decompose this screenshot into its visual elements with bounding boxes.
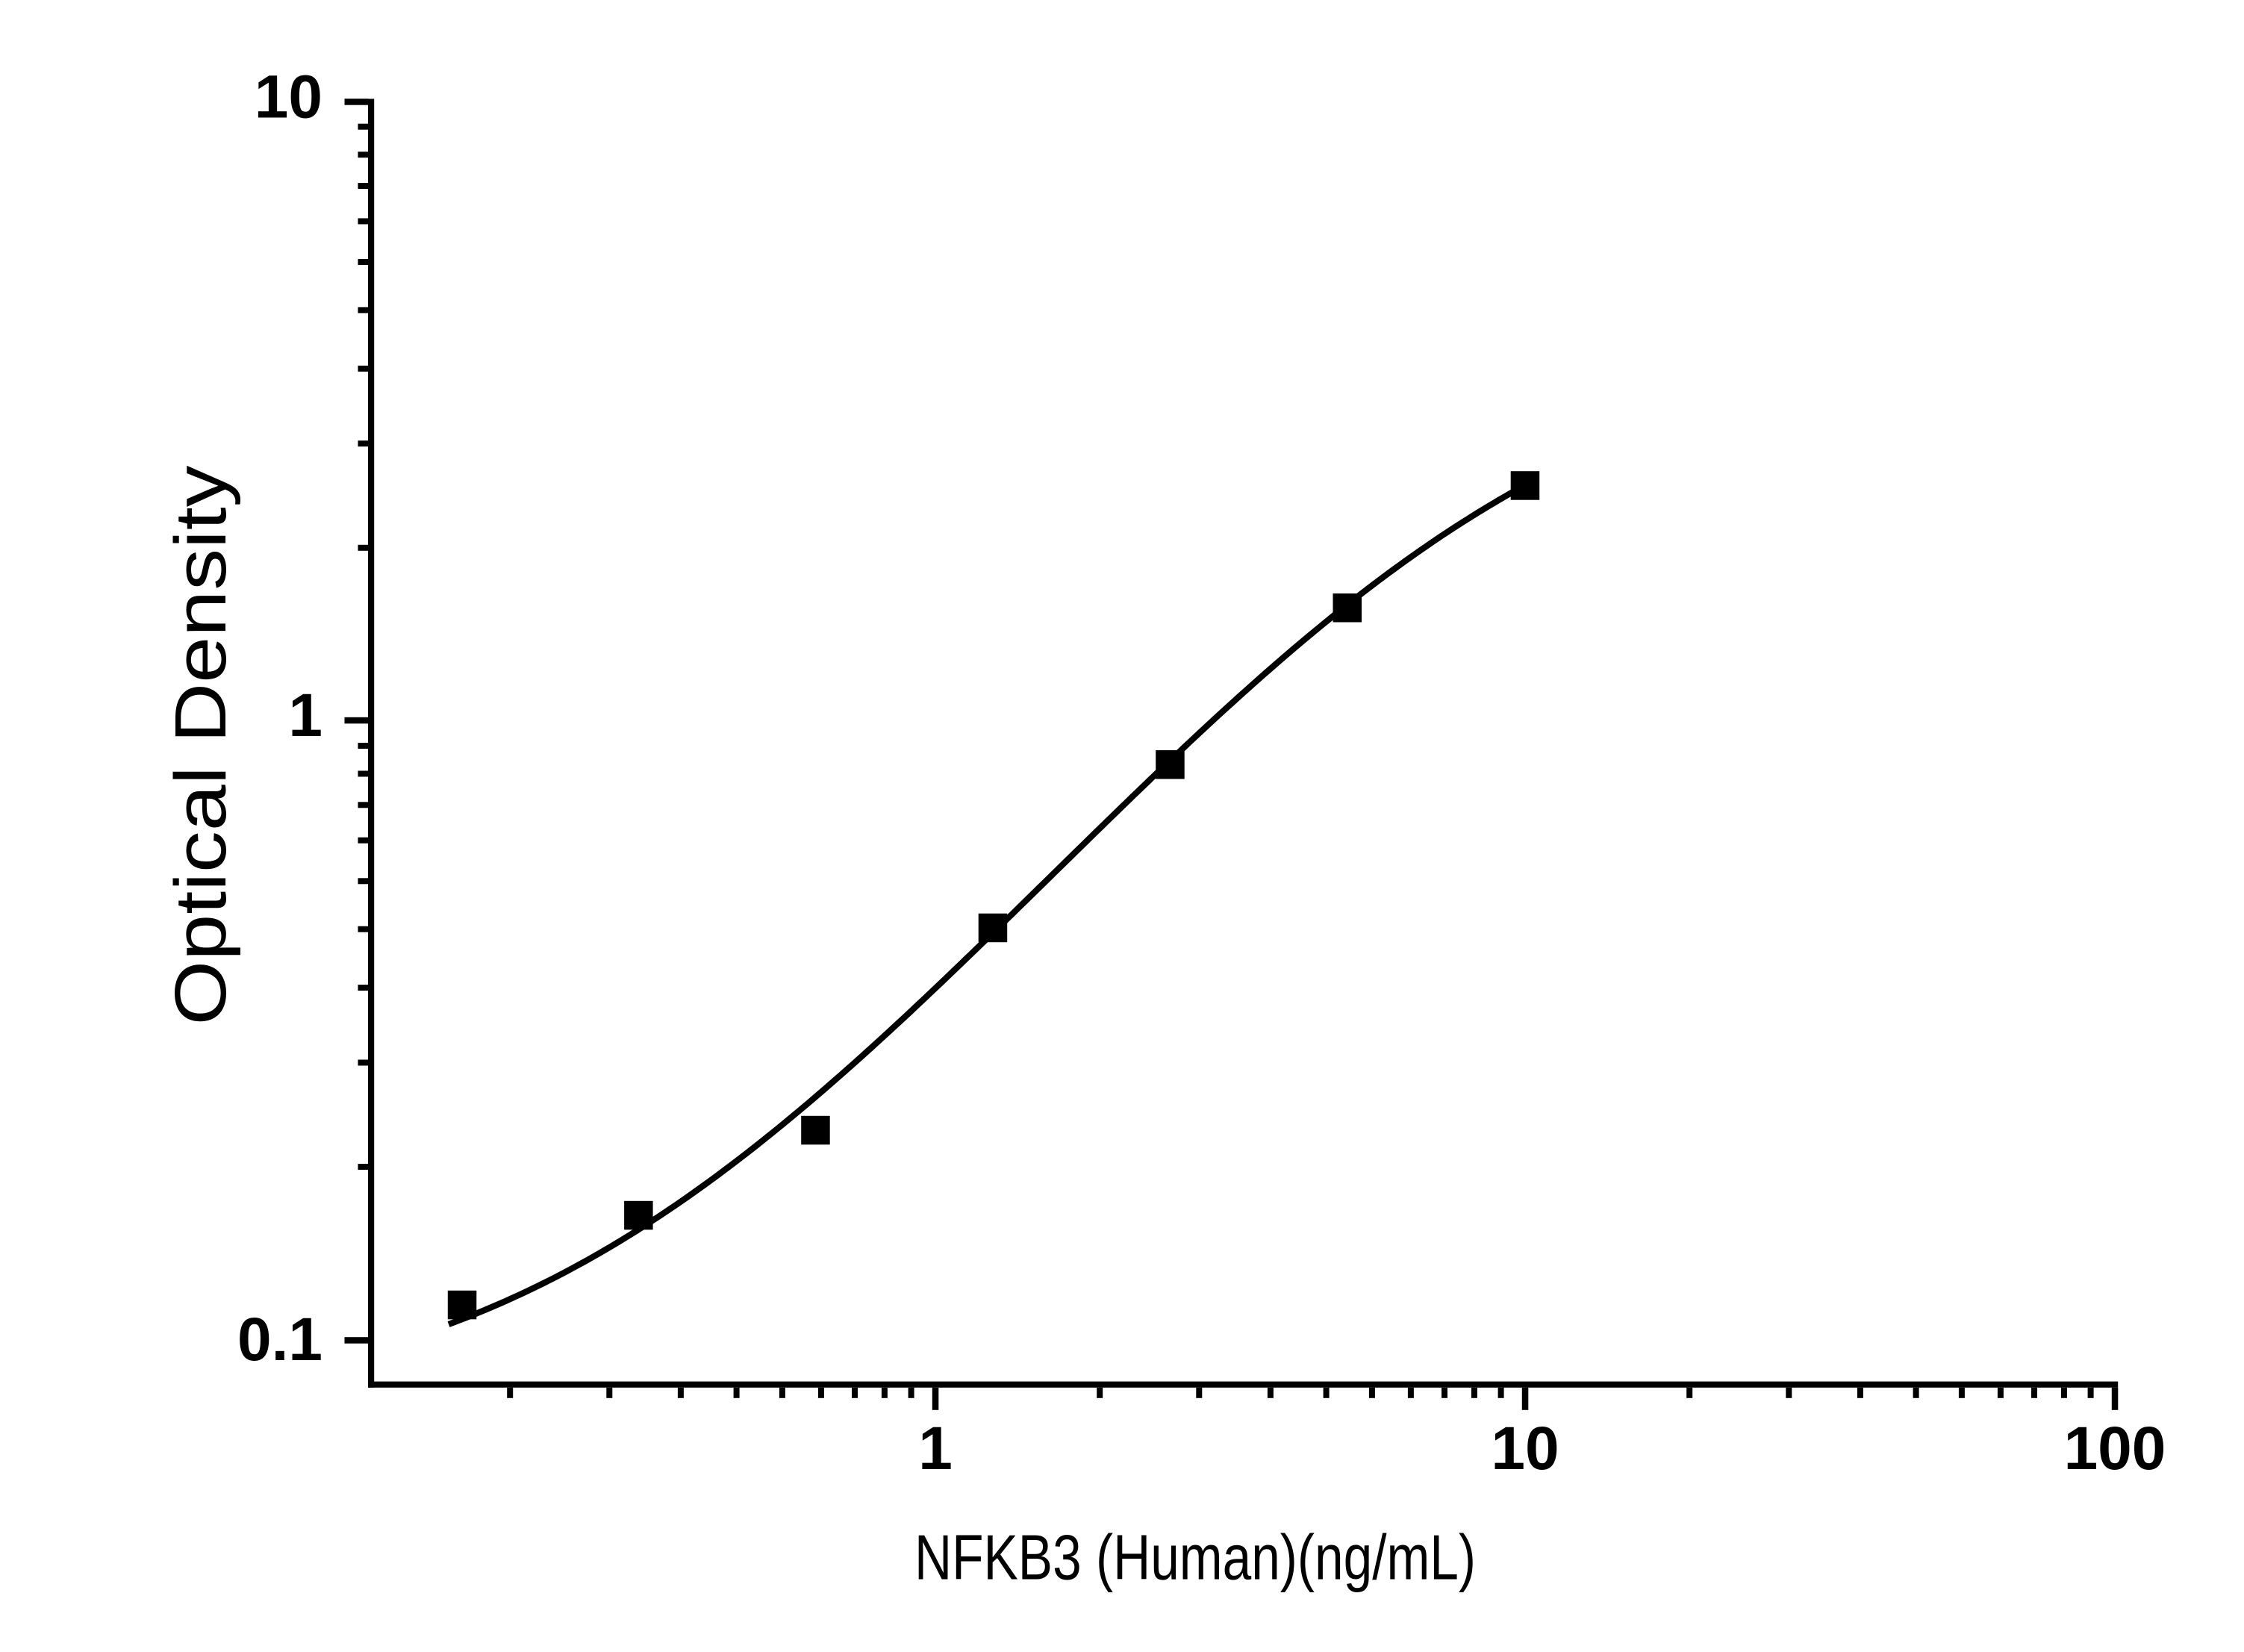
svg-text:Optical Density: Optical Density (160, 465, 241, 1026)
svg-text:1: 1 (918, 1415, 953, 1483)
svg-text:1: 1 (288, 682, 322, 749)
svg-text:10: 10 (1491, 1415, 1559, 1483)
svg-text:10: 10 (255, 63, 322, 131)
svg-text:0.1: 0.1 (237, 1306, 322, 1374)
svg-text:100: 100 (2064, 1415, 2166, 1483)
svg-text:NFKB3 (Human)(ng/mL): NFKB3 (Human)(ng/mL) (914, 1523, 1476, 1594)
